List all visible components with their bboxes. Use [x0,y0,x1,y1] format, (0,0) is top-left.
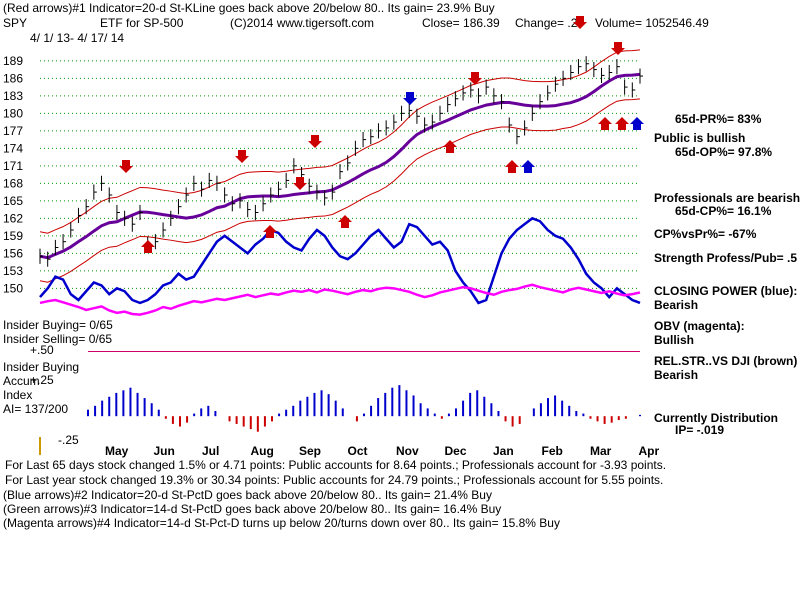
y-tick-label: 180 [3,106,23,120]
y-tick-label: 183 [3,89,23,103]
signal-arrow [443,140,457,153]
band-line [39,49,641,234]
y-tick-label: 177 [3,124,23,138]
date-range-label: 4/ 1/ 13- 4/ 17/ 14 [30,31,124,45]
footer-line: (Green arrows)#3 Indicator=14-d St-PctD … [3,502,501,516]
y-tick-label: 165 [3,194,23,208]
signal-arrow [338,215,352,228]
month-label: Jul [202,444,219,458]
y-tick-label: 168 [3,176,23,190]
footer-line: For Last year stock changed 19.3% or 30.… [5,473,663,487]
right-panel-line: IP= -.019 [675,423,724,437]
change-label: Change= .27 [515,16,584,30]
right-panel-line: 65d-CP%= 16.1% [675,204,772,218]
signal-arrow [598,117,612,130]
month-label: Oct [348,444,368,458]
month-label: Apr [639,444,660,458]
y-tick-label: 162 [3,211,23,225]
etf-label: ETF for SP-500 [100,16,184,30]
month-label: Jan [493,444,514,458]
right-panel-line: Bearish [654,298,698,312]
accum-label: Accum [3,374,40,388]
copyright-label: (C)2014 www.tigersoft.com [230,16,374,30]
signal-arrow [119,160,133,173]
month-label: May [105,444,129,458]
signal-arrow [235,150,249,163]
price-bars [39,56,643,267]
obv-line [39,283,641,316]
signal-arrow [468,72,482,85]
signal-arrow [293,177,307,190]
right-panel-line: 65d-OP%= 97.8% [675,145,772,159]
footer-line: (Blue arrows)#2 Indicator=20-d St-PctD g… [3,488,492,502]
y-tick-label: 171 [3,159,23,173]
ticker-label: SPY [3,16,27,30]
right-panel-line: Bearish [654,368,698,382]
indicator-lines [39,216,641,316]
accum-tick-plus50: +.50 [30,343,54,357]
y-tick-labels: 189 186 183 180 177 174 171 168 165 162 159 156 153 1… [3,54,23,296]
closing-power-line [39,216,641,305]
band-line [39,98,641,283]
right-panel-line: Strength Profess/Pub= .5 [654,251,797,265]
accum-index-histogram [87,350,641,432]
ai-label: AI= 137/200 [3,402,68,416]
signal-arrow [141,240,155,253]
indicator-1-text: (Red arrows)#1 Indicator=20-d St-KLine g… [3,1,495,15]
footer-line: (Magenta arrows)#4 Indicator=14-d St-Pct… [3,516,560,530]
index-label: Index [3,388,32,402]
month-label: Dec [445,444,467,458]
footer-line: For Last 65 days stock changed 1.5% or 4… [5,458,666,472]
signal-arrows [119,16,644,253]
y-tick-label: 189 [3,54,23,68]
signal-arrow [505,160,519,173]
signal-arrow [611,42,625,55]
y-tick-label: 150 [3,281,23,295]
insider-selling-mid: Insider Selling= 0/65 [3,332,112,346]
month-label: Feb [542,444,563,458]
month-label: Mar [590,444,612,458]
month-label: Aug [251,444,274,458]
month-label: Sep [299,444,321,458]
signal-arrow [308,135,322,148]
right-panel-line: 65d-PR%= 83% [675,112,762,126]
y-tick-label: 186 [3,71,23,85]
signal-arrow [521,160,535,173]
right-panel-line: CLOSING POWER (blue): [654,284,797,298]
insider-buying-label: Insider Buying [3,360,79,374]
y-tick-label: 174 [3,141,23,155]
signal-arrow [615,117,629,130]
month-label: Nov [396,444,419,458]
right-panel-line: Currently Distribution [654,411,778,425]
right-panel-line: Bullish [654,333,694,347]
right-panel-line: CP%vsPr%= -67% [654,227,757,241]
y-tick-label: 153 [3,264,23,278]
month-labels: May Jun Jul Aug Sep Oct Nov Dec Jan Feb Mar Apr [105,444,659,458]
signal-arrow [263,225,277,238]
signal-arrow [630,117,644,130]
right-panel-line: Professionals are bearish [654,191,800,205]
accum-tick-minus25: -.25 [58,433,79,447]
y-tick-label: 156 [3,246,23,260]
right-panel-line: REL.STR..VS DJI (brown) [654,354,797,368]
volume-label: Volume= 1052546.49 [595,16,709,30]
insider-buying-mid: Insider Buying= 0/65 [3,318,113,332]
signal-arrow [403,92,417,105]
month-label: Jun [154,444,175,458]
close-label: Close= 186.39 [422,16,500,30]
right-panel-line: Public is bullish [654,131,745,145]
y-tick-label: 159 [3,229,23,243]
accum-tick-plus25: +.25 [30,373,54,387]
signal-arrow [573,16,587,29]
right-panel-line: OBV (magenta): [654,319,745,333]
footer-text: For Last 65 days stock changed 1.5% or 4… [3,458,666,530]
